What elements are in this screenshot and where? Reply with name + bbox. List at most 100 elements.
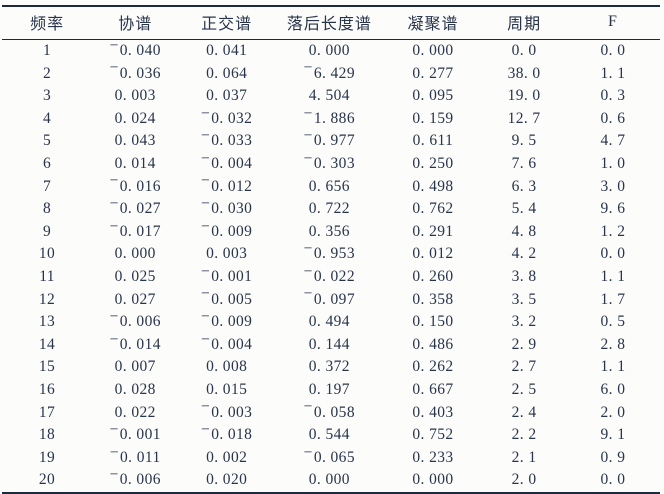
table-cell: 0. 233 — [412, 448, 454, 466]
table-cell: −0. 009 — [201, 308, 253, 331]
table-cell: 7. 6 — [511, 154, 537, 172]
table-cell: −0. 014 — [109, 330, 161, 353]
table-cell: 2. 2 — [511, 426, 537, 444]
table-row: 5 0. 043 −0. 033 −0. 977 0. 611 9. 5 4. … — [2, 127, 660, 153]
table-cell: 9. 6 — [600, 200, 626, 218]
table-cell: −0. 027 — [109, 195, 161, 218]
table-cell: −0. 058 — [303, 398, 355, 421]
table-cell: −0. 032 — [201, 104, 253, 127]
table-cell: −1. 886 — [303, 104, 355, 127]
col-header-f-statistic: F — [607, 13, 618, 30]
table-cell: 0. 000 — [308, 42, 350, 59]
table-row: 7 −0. 016 −0. 012 0. 656 0. 498 6. 3 3. … — [2, 172, 660, 199]
table-cell: 0. 037 — [206, 87, 248, 105]
table-cell: 0. 260 — [412, 267, 454, 285]
table-cell: 0. 656 — [308, 177, 350, 195]
table-cell: 1. 1 — [600, 64, 626, 82]
table-cell: 0. 003 — [114, 87, 156, 105]
table-cell: 2 — [42, 64, 52, 82]
table-cell: 0. 022 — [114, 403, 156, 421]
table-cell: 15 — [38, 358, 56, 376]
spectral-analysis-table: 频率 协谱 正交谱 落后长度谱 凝聚谱 周期 F 1 −0. 040 0. 04… — [2, 5, 660, 494]
table-cell: 0. 403 — [412, 403, 454, 421]
table-cell: 0. 544 — [308, 426, 350, 444]
table-cell: 10 — [38, 245, 56, 263]
table-cell: 0. 486 — [412, 335, 454, 353]
table-cell: −0. 001 — [201, 262, 253, 285]
table-cell: 0. 358 — [412, 290, 454, 308]
table-cell: 2. 9 — [511, 335, 537, 353]
table-cell: 0. 144 — [308, 335, 350, 353]
table-cell: −0. 001 — [109, 420, 161, 444]
table-cell: −0. 017 — [109, 217, 161, 240]
table-cell: 6. 0 — [600, 380, 626, 398]
col-header-lag-length-spectrum: 落后长度谱 — [286, 16, 372, 33]
table-row: 15 0. 007 0. 008 0. 372 0. 262 2. 7 1. 1 — [2, 356, 660, 379]
table-cell: 4. 504 — [308, 87, 350, 105]
table-cell: −0. 011 — [109, 443, 161, 466]
table-cell: 0. 372 — [308, 358, 350, 376]
table-cell: 0. 027 — [114, 290, 156, 308]
table-cell: −0. 018 — [201, 420, 253, 444]
col-header-cospectrum: 协谱 — [118, 16, 153, 33]
table-cell: 1. 7 — [600, 290, 626, 308]
table-cell: 0. 0 — [600, 245, 626, 263]
table-cell: 0. 277 — [412, 64, 454, 82]
table-cell: 1 — [42, 42, 52, 59]
table-cell: 0. 012 — [412, 245, 454, 263]
table-row: 10 0. 000 0. 003 −0. 953 0. 012 4. 2 0. … — [2, 240, 660, 266]
table-cell: 0. 752 — [412, 426, 454, 444]
table-cell: 4 — [42, 109, 52, 127]
table-row: 16 0. 028 0. 015 0. 197 0. 667 2. 5 6. 0 — [2, 379, 660, 402]
table-cell: −6. 429 — [303, 59, 355, 82]
table-cell: 13 — [38, 313, 56, 331]
table-cell: 2. 5 — [511, 380, 537, 398]
table-cell: −0. 004 — [201, 149, 253, 172]
table-cell: 0. 007 — [114, 358, 156, 376]
table-cell: 2. 0 — [511, 471, 537, 489]
table-row: 6 0. 014 −0. 004 −0. 303 0. 250 7. 6 1. … — [2, 149, 660, 176]
table-cell: 0. 498 — [412, 177, 454, 195]
table-cell: 12. 7 — [507, 109, 541, 127]
table-cell: 12 — [38, 290, 56, 308]
table-cell: −0. 003 — [201, 398, 253, 421]
table-cell: 0. 150 — [412, 313, 454, 331]
table-cell: 8 — [42, 200, 52, 218]
table-cell: 1. 1 — [600, 267, 626, 285]
table-cell: 3 — [42, 87, 52, 105]
table-cell: 0. 000 — [412, 42, 454, 59]
table-cell: 2. 1 — [511, 448, 537, 466]
table-cell: 11 — [39, 267, 55, 285]
table-cell: 2. 4 — [511, 403, 537, 421]
table-cell: 0. 002 — [206, 448, 248, 466]
table-cell: 18 — [38, 426, 56, 444]
table-row: 14 −0. 014 −0. 004 0. 144 0. 486 2. 9 2.… — [2, 330, 660, 357]
table-cell: 2. 7 — [511, 358, 537, 376]
table-cell: −0. 016 — [109, 172, 161, 195]
table-cell: −0. 097 — [303, 285, 355, 308]
table-cell: 0. 014 — [114, 154, 156, 172]
table-cell: 5 — [42, 132, 52, 150]
table-cell: 6. 3 — [511, 177, 537, 195]
table-cell: −0. 977 — [303, 127, 355, 150]
table-row: 17 0. 022 −0. 003 −0. 058 0. 403 2. 4 2.… — [2, 398, 660, 425]
table-cell: 16 — [38, 380, 56, 398]
table-row: 20 −0. 006 0. 020 0. 000 0. 000 2. 0 0. … — [2, 466, 660, 493]
table-cell: 38. 0 — [507, 64, 541, 82]
table-cell: 20 — [38, 471, 56, 489]
table-cell: −0. 022 — [303, 262, 355, 285]
table-row: 12 0. 027 −0. 005 −0. 097 0. 358 3. 5 1.… — [2, 285, 660, 312]
table-cell: −0. 004 — [201, 330, 253, 353]
header-row: 频率 协谱 正交谱 落后长度谱 凝聚谱 周期 F — [2, 6, 660, 40]
table-cell: 19 — [38, 448, 56, 466]
table-cell: 0. 262 — [412, 358, 454, 376]
table-cell: 3. 5 — [511, 290, 537, 308]
table-row: 19 −0. 011 0. 002 −0. 065 0. 233 2. 1 0.… — [2, 443, 660, 470]
table-cell: 0. 000 — [308, 471, 350, 489]
table-cell: 9. 5 — [511, 132, 537, 150]
table-cell: 4. 8 — [511, 222, 537, 240]
table-cell: 0. 6 — [600, 109, 626, 127]
table-cell: 6 — [42, 154, 52, 172]
table-cell: 3. 2 — [511, 313, 537, 331]
